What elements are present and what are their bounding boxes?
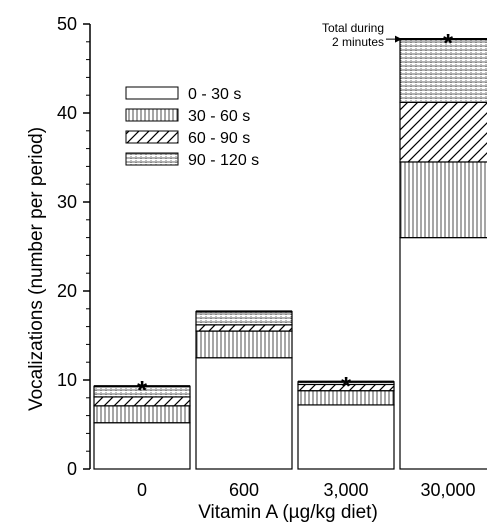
legend-label: 30 - 60 s <box>188 108 250 125</box>
annotation-text-line: 2 minutes <box>332 35 384 49</box>
x-tick-label: 0 <box>137 480 147 500</box>
significance-star: * <box>341 371 352 401</box>
bar-segment-600-30-60-s <box>195 330 293 359</box>
bar-segment-0-30-60-s <box>93 405 191 424</box>
x-tick-label: 30,000 <box>420 480 475 500</box>
x-axis-label: Vitamin A (µg/kg diet) <box>198 502 378 523</box>
legend-swatch-90-120-s <box>125 152 179 166</box>
bar-segment-600-60-90-s <box>195 324 293 332</box>
significance-star: * <box>443 28 454 58</box>
x-tick-label: 3,000 <box>323 480 368 500</box>
legend-label: 60 - 90 s <box>188 130 250 147</box>
significance-star: * <box>137 375 148 405</box>
x-tick-label: 600 <box>229 480 259 500</box>
bar-segment-3-000-0-30-s <box>297 404 395 470</box>
annotation-text-line: Total during <box>322 21 384 35</box>
y-tick-label: 10 <box>57 370 77 390</box>
bar-segment-30-000-60-90-s <box>399 101 487 163</box>
legend-swatch-60-90-s <box>125 130 179 144</box>
legend-swatch-0-30-s <box>125 86 179 100</box>
bar-segment-30-000-90-120-s <box>399 38 487 103</box>
legend-label: 0 - 30 s <box>188 86 241 103</box>
y-axis-label: Vocalizations (number per period) <box>26 127 47 411</box>
bar-segment-600-0-30-s <box>195 357 293 470</box>
y-tick-label: 20 <box>57 281 77 301</box>
legend-label: 90 - 120 s <box>188 152 259 169</box>
bar-segment-30-000-0-30-s <box>399 237 487 470</box>
y-tick-label: 40 <box>57 103 77 123</box>
bar-segment-30-000-30-60-s <box>399 161 487 239</box>
legend-swatch-30-60-s <box>125 108 179 122</box>
y-tick-label: 0 <box>67 459 77 479</box>
bar-segment-600-90-120-s <box>195 310 293 326</box>
y-tick-label: 30 <box>57 192 77 212</box>
bar-segment-0-0-30-s <box>93 422 191 470</box>
annotation-arrow-head <box>395 35 402 43</box>
y-tick-label: 50 <box>57 14 77 34</box>
